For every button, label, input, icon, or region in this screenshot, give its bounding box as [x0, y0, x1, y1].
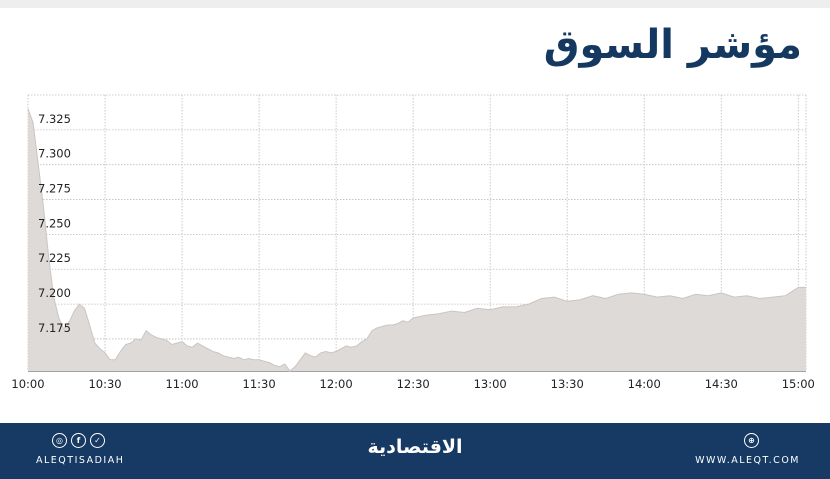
y-axis-ticks: 7.325 7.300 7.275 7.250 7.225 7.200 7.175	[38, 112, 71, 335]
y-tick-label: 7.225	[38, 251, 71, 265]
chart-title: مؤشر السوق	[543, 22, 802, 68]
y-tick-label: 7.275	[38, 182, 71, 196]
x-tick-label: 10:00	[11, 377, 44, 391]
footer-bar	[0, 423, 830, 479]
x-axis-ticks: 10:00 10:30 11:00 11:30 12:00 12:30 13:00 13:30…	[11, 377, 814, 391]
x-tick-label: 13:00	[474, 377, 507, 391]
globe-icon[interactable]: ⊕	[744, 433, 759, 448]
y-tick-label: 7.200	[38, 286, 71, 300]
x-tick-label: 11:00	[165, 377, 198, 391]
y-tick-label: 7.175	[38, 321, 71, 335]
plot-area	[27, 108, 806, 372]
social-handle[interactable]: ALEQTISADIAH	[36, 455, 125, 466]
website-url[interactable]: WWW.ALEQT.COM	[695, 455, 800, 466]
series-area	[28, 108, 806, 372]
top-band	[0, 0, 830, 8]
y-tick-label: 7.300	[38, 147, 71, 161]
social-icons: ◎ f ✓	[52, 433, 105, 448]
x-tick-label: 14:30	[705, 377, 738, 391]
x-tick-label: 13:30	[551, 377, 584, 391]
web-icon-wrap: ⊕	[744, 433, 759, 448]
instagram-icon[interactable]: ◎	[52, 433, 67, 448]
brand-logo-text: الاقتصادية	[367, 436, 463, 458]
twitter-icon[interactable]: ✓	[90, 433, 105, 448]
series-line	[27, 108, 806, 372]
x-tick-label: 11:30	[243, 377, 276, 391]
x-tick-label: 12:30	[397, 377, 430, 391]
facebook-icon[interactable]: f	[71, 433, 86, 448]
y-tick-label: 7.325	[38, 112, 71, 126]
x-tick-label: 10:30	[88, 377, 121, 391]
x-tick-label: 14:00	[628, 377, 661, 391]
y-tick-label: 7.250	[38, 216, 71, 230]
market-index-chart: 7.325 7.300 7.275 7.250 7.225 7.200 7.175 10:0…	[11, 94, 815, 391]
x-tick-label: 15:00	[782, 377, 815, 391]
x-tick-label: 12:00	[320, 377, 353, 391]
